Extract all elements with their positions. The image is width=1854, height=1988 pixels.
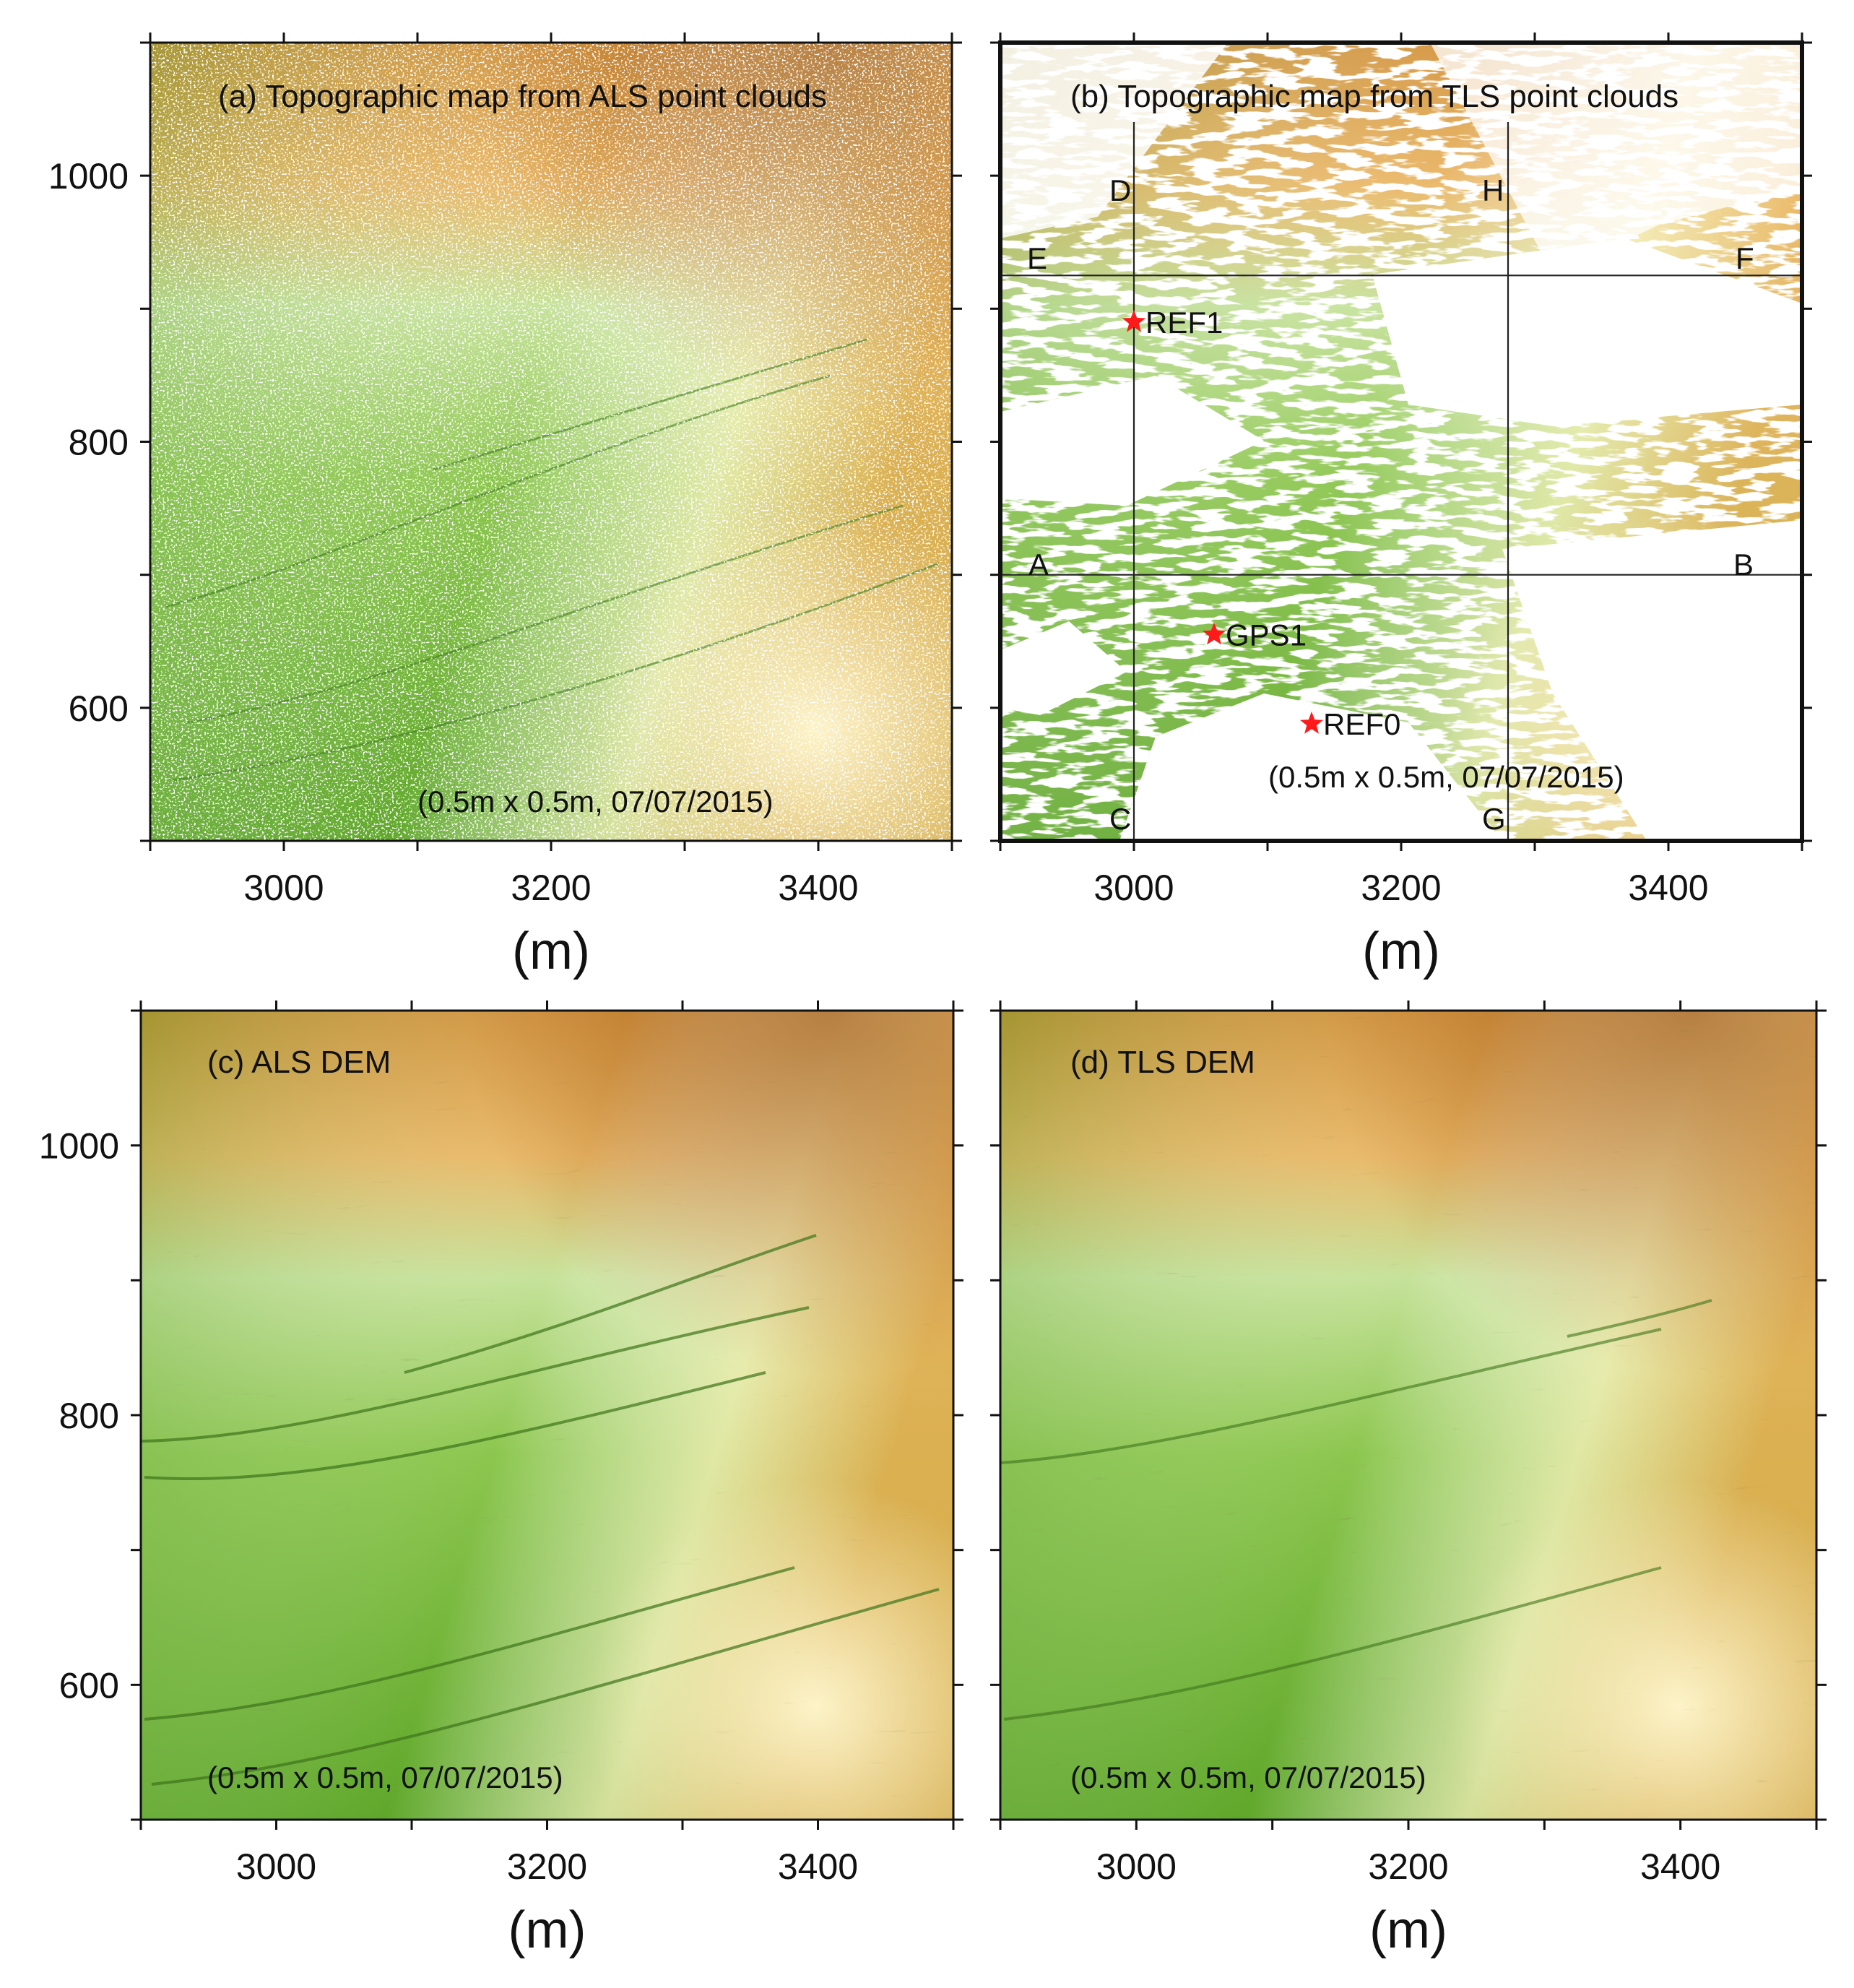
x-tick-label: 3000 [1093,868,1174,908]
profile-label-f: F [1736,241,1754,275]
panel-a-note: (0.5m x 0.5m, 07/07/2015) [417,785,774,818]
station-label: GPS1 [1226,618,1307,652]
y-tick-label: 800 [69,423,129,463]
station-star-icon [1122,309,1146,332]
x-tick-label: 3200 [507,1846,587,1887]
panel-a-title: (a) Topographic map from ALS point cloud… [218,79,827,114]
x-tick-label: 3200 [1361,868,1441,908]
panel-d-title: (d) TLS DEM [1070,1045,1255,1080]
x-tick-label: 3400 [1640,1846,1720,1887]
profile-label-h: H [1482,173,1504,207]
profile-label-c: C [1109,802,1131,836]
x-tick-label: 3200 [1368,1846,1448,1887]
profile-label-d: D [1109,173,1131,207]
panel-c-note: (0.5m x 0.5m, 07/07/2015) [207,1760,563,1794]
station-label: REF1 [1145,306,1223,340]
panel-a: (a) Topographic map from ALS point cloud… [149,41,953,842]
panel-d-relief [1000,1011,1816,1820]
y-tick-label: 600 [59,1665,119,1706]
y-tick-label: 600 [69,688,129,729]
x-tick-label: 3400 [778,1846,858,1887]
x-axis-unit: (m) [1369,1901,1447,1959]
stations: REF1 GPS1 REF0 [1122,306,1400,741]
panel-b-note: (0.5m x 0.5m, 07/07/2015) [1268,760,1624,794]
y-tick-label: 1000 [48,156,129,196]
profile-label-e: E [1027,241,1047,275]
panel-d-scarps [1000,1299,1712,1721]
x-tick-label: 3200 [511,868,591,908]
station-star-icon [1202,622,1226,645]
y-tick-label: 800 [59,1396,119,1436]
panel-a-speckle [150,43,952,841]
profile-label-g: G [1482,802,1506,836]
x-axis-unit: (m) [1362,922,1440,980]
panel-d-note: (0.5m x 0.5m, 07/07/2015) [1070,1760,1426,1794]
profile-label-a: A [1028,548,1049,582]
panel-b-title: (b) Topographic map from TLS point cloud… [1070,79,1678,114]
panel-c-relief [141,1011,953,1820]
station-label: REF0 [1323,707,1400,741]
x-axis-unit: (m) [508,1901,586,1959]
panel-d: (d) TLS DEM (0.5m x 0.5m, 07/07/2015) [999,1009,1818,1821]
profile-lines [1000,122,1802,841]
x-tick-label: 3000 [236,1846,316,1887]
panel-c-scarps [141,1234,940,1786]
panel-c: (c) ALS DEM (0.5m x 0.5m, 07/07/2015) [139,1009,955,1821]
y-tick-label: 1000 [39,1126,119,1167]
station-star-icon [1299,711,1324,734]
x-tick-label: 3400 [778,868,858,908]
panel-b-speckle [1000,43,1802,841]
x-tick-label: 3000 [243,868,324,908]
panel-b: (b) Topographic map from TLS point cloud… [998,40,1804,843]
axes: 3000 3200 3400 (m) 600 800 1000 3000 3200 3400 (m)… [39,33,1827,1959]
x-axis-unit: (m) [512,922,590,980]
x-tick-label: 3400 [1628,868,1708,908]
panel-c-title: (c) ALS DEM [207,1045,391,1080]
profile-label-b: B [1733,548,1754,582]
x-tick-label: 3000 [1096,1846,1177,1887]
